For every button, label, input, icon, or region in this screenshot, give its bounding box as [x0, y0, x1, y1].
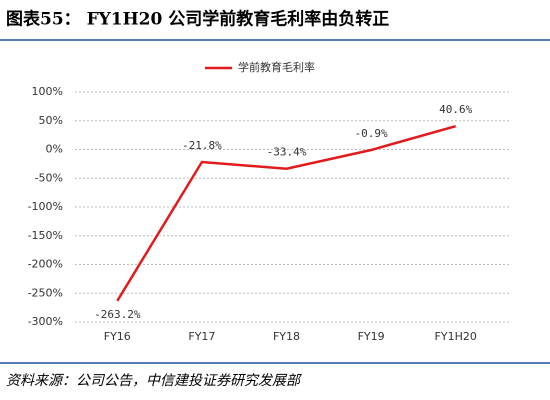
- value-label: -33.4%: [267, 146, 307, 159]
- y-tick-label: -100%: [28, 200, 63, 213]
- y-tick-label: -200%: [28, 258, 63, 271]
- x-tick-label: FY18: [273, 330, 300, 343]
- value-label: -0.9%: [355, 127, 388, 140]
- legend-label: 学前教育毛利率: [238, 60, 315, 74]
- y-tick-label: 50%: [39, 114, 63, 127]
- y-tick-label: -250%: [28, 286, 63, 299]
- chart-title: 图表55： FY1H20 公司学前教育毛利率由负转正: [6, 9, 389, 30]
- value-label: -21.8%: [182, 139, 222, 152]
- y-tick-label: 100%: [32, 85, 63, 98]
- x-tick-label: FY17: [188, 330, 215, 343]
- series-line: [116, 124, 457, 302]
- value-label: -263.2%: [94, 308, 141, 321]
- y-tick-label: -300%: [28, 315, 63, 328]
- y-tick-label: -150%: [28, 229, 63, 242]
- x-tick-label: FY19: [358, 330, 385, 343]
- x-tick-label: FY1H20: [435, 330, 477, 343]
- value-label: 40.6%: [439, 103, 472, 116]
- source: 资料来源：公司公告，中信建投证券研究发展部: [6, 373, 302, 389]
- x-tick-label: FY16: [104, 330, 131, 343]
- y-tick-label: 0%: [46, 143, 63, 156]
- y-tick-label: -50%: [35, 171, 63, 184]
